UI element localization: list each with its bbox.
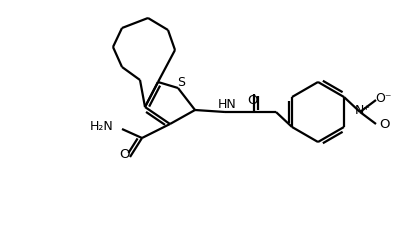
Text: O: O [120, 148, 130, 162]
Text: O: O [247, 94, 257, 106]
Text: S: S [177, 76, 185, 90]
Text: N⁺: N⁺ [355, 104, 371, 117]
Text: HN: HN [218, 98, 236, 110]
Text: H₂N: H₂N [90, 120, 114, 134]
Text: O: O [379, 118, 389, 130]
Text: O⁻: O⁻ [376, 92, 392, 106]
